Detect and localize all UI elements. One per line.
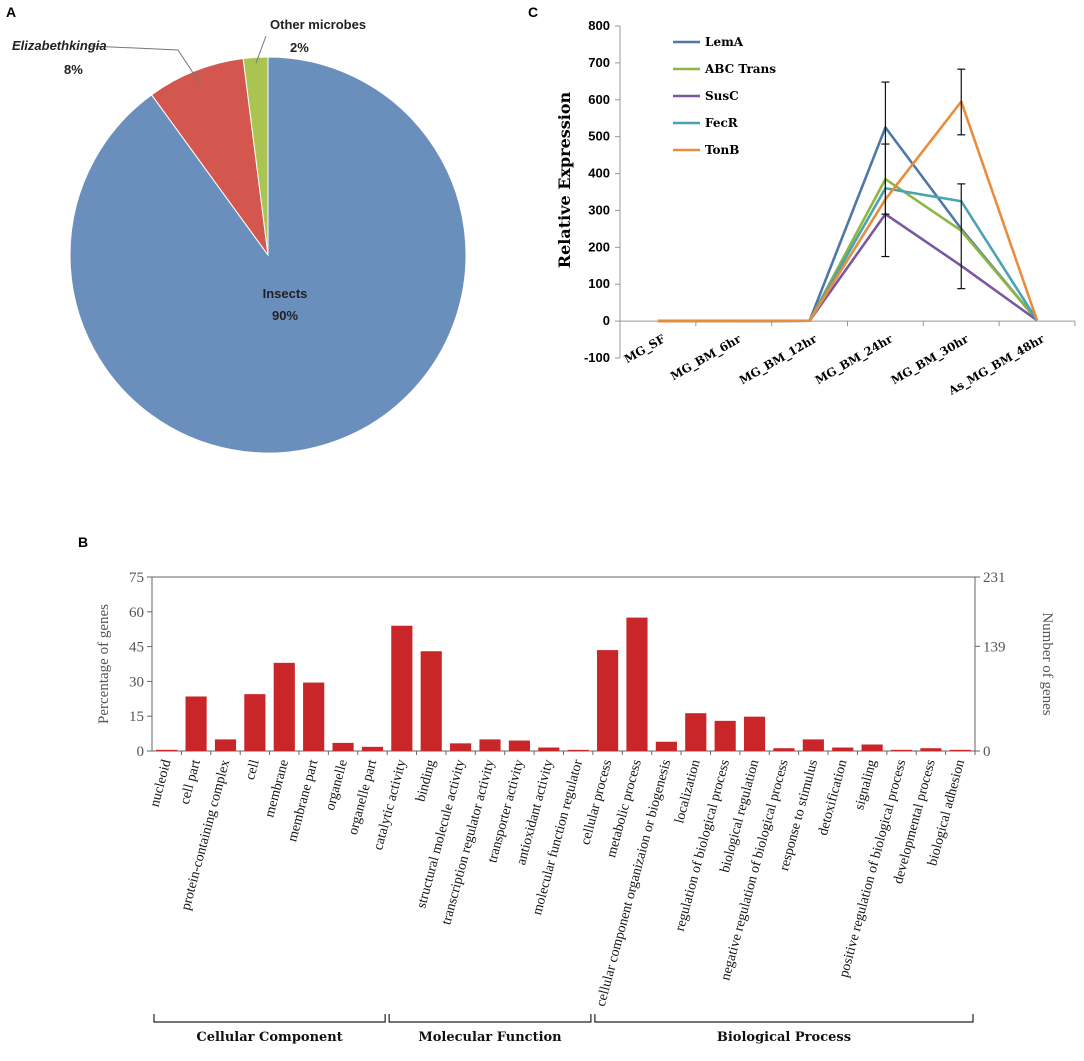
b-bar-cellular-process xyxy=(597,650,619,751)
b-bar-membrane xyxy=(273,662,295,751)
pie-label-insects-name: Insects xyxy=(263,286,308,301)
c-x-tick-label-mg-sf: MG_SF xyxy=(622,331,669,367)
c-legend-label-lema: LemA xyxy=(705,35,744,49)
b-bar-detoxification xyxy=(832,747,854,751)
pie-leader-elizabethkingia xyxy=(89,45,201,85)
c-y-tick-label: 400 xyxy=(588,166,610,181)
b-y2-axis-title: Number of genes xyxy=(1039,612,1055,715)
c-x-tick-label-mg-bm-24hr: MG_BM_24hr xyxy=(813,331,897,388)
b-bar-biological-adhesion xyxy=(949,749,971,751)
b-x-tick-label-cell: cell xyxy=(243,758,263,782)
b-y-tick-label: 15 xyxy=(129,709,144,725)
b-x-tick-label-nucleoid: nucleoid xyxy=(148,758,175,808)
pie-chart: Insects 90% Elizabethkingia 8% Other microbe… xyxy=(12,17,467,454)
b-bar-cell-part xyxy=(185,696,207,751)
b-x-tick-label-signaling: signaling xyxy=(852,758,880,811)
panel-letter-b: B xyxy=(78,534,88,550)
pie-label-insects-value: 90% xyxy=(272,308,298,323)
c-y-tick-label: 700 xyxy=(588,55,610,70)
b-bar-catalytic-activity xyxy=(391,625,413,751)
b-group-label-molecular-function: Molecular Function xyxy=(418,1030,562,1045)
b-x-tick-label-detoxification: detoxification xyxy=(816,758,851,837)
b-group-bracket-cellular-component xyxy=(153,1014,386,1023)
pie-leader-other-microbes xyxy=(255,35,267,64)
b-x-tick-label-cell-part: cell part xyxy=(178,758,204,806)
b-bar-membrane-part xyxy=(303,682,325,751)
pie-label-elizabethkingia-value: 8% xyxy=(64,62,83,77)
b-bar-biological-regulation xyxy=(743,716,766,751)
c-y-tick-label: 500 xyxy=(588,129,610,144)
b-group-label-biological-process: Biological Process xyxy=(717,1030,851,1045)
b-bar-localization xyxy=(685,713,707,751)
c-y-tick-label: 100 xyxy=(588,276,610,291)
b-y-tick-label: 30 xyxy=(129,674,144,690)
bar-chart: 0 15 30 45 60 75 0 139 231 Percentage of genes Num… xyxy=(96,570,1055,1045)
c-legend-label-tonb: TonB xyxy=(705,143,739,157)
c-y-tick-label: -100 xyxy=(584,350,610,365)
c-y-tick-label: 300 xyxy=(588,202,610,217)
b-y-tick-label: 60 xyxy=(129,605,144,621)
b-bar-structural-molecule-activity xyxy=(450,743,472,751)
b-bar-developmental-process xyxy=(920,748,942,751)
c-line-tonb xyxy=(657,100,1039,323)
b-y-axis-title: Percentage of genes xyxy=(96,604,112,724)
pie-label-other-microbes-name: Other microbes xyxy=(270,17,366,32)
b-x-tick-label-binding: binding xyxy=(414,758,440,803)
b-bar-response-to-stimulus xyxy=(802,739,824,751)
c-legend-label-fecr: FecR xyxy=(705,116,739,130)
panel-letter-a: A xyxy=(6,4,16,20)
c-legend-label-abc-trans: ABC Trans xyxy=(704,62,776,76)
b-y2-tick-label: 231 xyxy=(983,570,1006,586)
b-y2-tick-label: 0 xyxy=(983,744,991,760)
b-bar-organelle xyxy=(332,742,354,751)
b-bar-regulation-of-biological-process xyxy=(714,720,736,751)
c-y-axis-title: Relative Expression xyxy=(555,91,574,268)
b-group-bracket-molecular-function xyxy=(388,1014,592,1023)
b-bar-transporter-activity xyxy=(508,740,530,751)
c-y-tick-label: 800 xyxy=(588,18,610,33)
b-x-tick-label-localization: localization xyxy=(672,758,703,825)
b-bar-transcription-regulator-activity xyxy=(479,739,501,751)
b-bar-signaling xyxy=(861,744,883,751)
b-y-tick-label: 0 xyxy=(137,744,145,760)
b-bar-organelle-part xyxy=(361,746,384,751)
c-y-tick-label: 200 xyxy=(588,239,610,254)
b-bar-negative-regulation-of-biological-process xyxy=(773,748,795,751)
c-x-tick-label-mg-bm-12hr: MG_BM_12hr xyxy=(737,331,821,388)
b-x-tick-label-membrane-part: membrane part xyxy=(285,758,321,843)
pie-label-other-microbes-value: 2% xyxy=(290,40,309,55)
panel-letter-c: C xyxy=(528,4,538,20)
b-bar-cell xyxy=(244,694,266,751)
b-bar-cellular-component-organizaion-or-biogenesis xyxy=(655,741,677,751)
b-bar-binding xyxy=(420,651,442,751)
b-y-tick-label: 45 xyxy=(129,640,144,656)
b-bar-protein-containing-complex xyxy=(214,739,237,751)
pie-slice-other-microbes xyxy=(242,56,269,256)
b-bar-nucleoid xyxy=(156,749,178,751)
b-x-tick-label-organelle-part: organelle part xyxy=(346,758,380,836)
c-y-tick-label: 0 xyxy=(603,313,610,328)
c-x-tick-label-mg-bm-6hr: MG_BM_6hr xyxy=(668,331,745,384)
b-x-tick-label-membrane: membrane xyxy=(262,758,292,819)
b-y-tick-label: 75 xyxy=(129,570,144,586)
b-bar-antioxidant-activity xyxy=(538,747,560,751)
b-bar-positive-regulation-of-biological-process xyxy=(890,749,913,751)
pie-label-elizabethkingia-name: Elizabethkingia xyxy=(12,38,107,53)
b-bar-metabolic-process xyxy=(626,617,648,751)
b-x-tick-label-organelle: organelle xyxy=(323,758,351,812)
c-y-tick-label: 600 xyxy=(588,92,610,107)
b-bar-molecular-function-regulator xyxy=(567,749,589,751)
b-y2-tick-label: 139 xyxy=(983,639,1006,655)
c-legend-label-susc: SusC xyxy=(705,89,739,103)
pie-slice-elizabethkingia xyxy=(150,58,269,256)
b-group-label-cellular-component: Cellular Component xyxy=(196,1030,342,1045)
b-group-bracket-biological-process xyxy=(594,1014,974,1023)
